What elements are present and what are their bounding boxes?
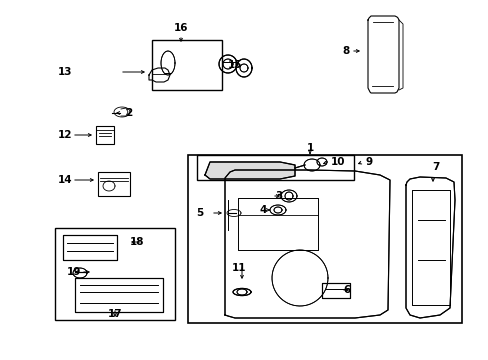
Bar [63,235,117,260]
Text: 5: 5 [196,208,203,218]
Text: 10: 10 [330,157,345,167]
Bar [238,198,317,250]
Polygon shape [204,162,294,179]
Bar [75,278,163,312]
Text: 7: 7 [431,162,439,172]
Bar [411,190,449,305]
Text: 19: 19 [67,267,81,277]
Bar [152,40,222,90]
Bar [238,198,317,250]
Text: 17: 17 [107,309,122,319]
Text: 18: 18 [130,237,144,247]
Text: 11: 11 [231,263,246,273]
Bar [321,283,349,298]
Text: 9: 9 [364,157,371,167]
Text: 16: 16 [173,23,188,33]
Text: 8: 8 [341,46,348,56]
Bar [187,155,461,323]
Text: 3: 3 [274,191,282,201]
Bar [98,172,130,196]
Text: 12: 12 [58,130,72,140]
Bar [411,190,449,305]
Bar [75,278,163,312]
Text: 15: 15 [227,60,242,70]
Text: 2: 2 [125,108,132,118]
Bar [96,126,114,144]
Bar [197,155,353,180]
Text: 6: 6 [342,285,349,295]
Bar [55,228,175,320]
Polygon shape [204,162,294,179]
Text: 4: 4 [259,205,266,215]
Text: 14: 14 [58,175,73,185]
Text: 1: 1 [306,143,313,153]
Bar [321,283,349,298]
Text: 13: 13 [58,67,72,77]
Bar [63,235,117,260]
